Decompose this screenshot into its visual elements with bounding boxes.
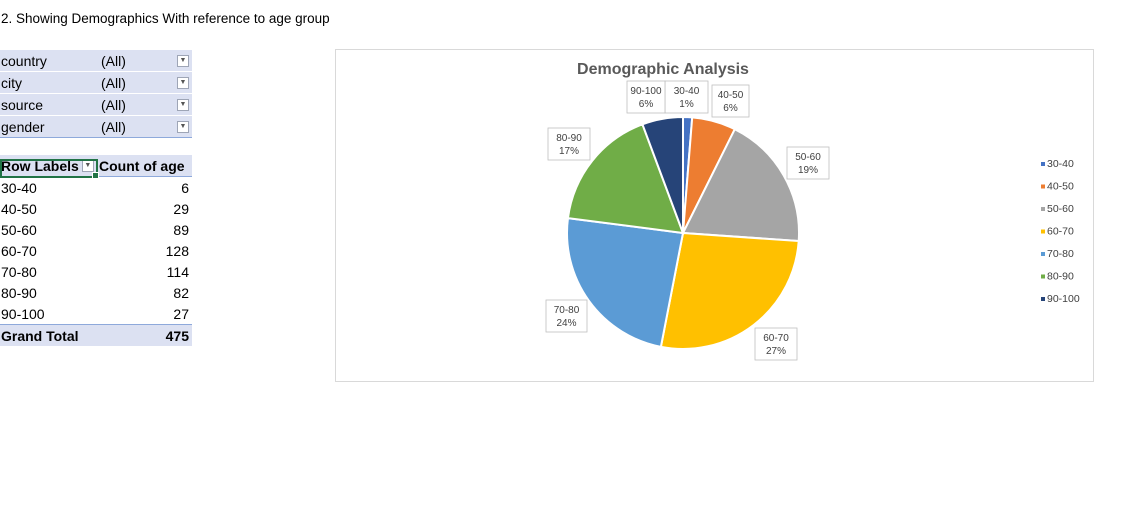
filter-value: (All) [101, 96, 126, 113]
row-labels-filter-button[interactable]: ▼ [81, 159, 94, 172]
chart-title: Demographic Analysis [577, 61, 749, 78]
data-label-category: 50-60 [795, 152, 821, 163]
data-label-box [711, 84, 750, 118]
legend-swatch-40-50 [1041, 184, 1045, 189]
data-label-box [545, 299, 588, 333]
data-label-category: 60-70 [763, 333, 789, 344]
filter-name: source [1, 96, 44, 113]
table-row[interactable]: 60-70 128 [0, 240, 192, 261]
pie-chart-svg: Demographic Analysis 30-40 1% 40-50 6% 50-60 1… [545, 61, 1080, 361]
row-label: 80-90 [1, 284, 37, 301]
row-label: 50-60 [1, 221, 37, 238]
chevron-down-icon: ▼ [179, 101, 187, 108]
count-header: Count of age [99, 157, 185, 174]
filter-country: country (All) ▼ [0, 50, 192, 72]
filter-name: gender [1, 118, 45, 135]
table-row[interactable]: 90-100 27 [0, 303, 192, 324]
data-label-box [786, 146, 830, 180]
table-row[interactable]: 40-50 29 [0, 198, 192, 219]
row-label: 70-80 [1, 263, 37, 280]
filter-dropdown-button[interactable]: ▼ [177, 98, 189, 111]
row-value: 29 [173, 200, 189, 217]
row-value: 89 [173, 221, 189, 238]
row-labels-header[interactable]: Row Labels ▼ [0, 157, 99, 179]
legend-swatch-80-90 [1041, 274, 1045, 279]
legend-label-30-40: 30-40 [1047, 158, 1074, 170]
data-label-percent: 1% [679, 99, 694, 110]
pie-slice-60-70 [659, 231, 800, 350]
row-value: 114 [166, 263, 189, 280]
legend-swatch-60-70 [1041, 229, 1045, 234]
row-label: 30-40 [1, 179, 37, 196]
filter-value: (All) [101, 74, 126, 91]
pie-slice-50-60 [681, 127, 800, 243]
sheet-heading: 2. Showing Demographics With reference t… [1, 11, 330, 26]
table-row[interactable]: 70-80 114 [0, 261, 192, 282]
row-value: 6 [181, 179, 189, 196]
legend-swatch-90-100 [1041, 297, 1045, 301]
table-row[interactable]: 50-60 89 [0, 219, 192, 240]
row-label: 40-50 [1, 200, 37, 217]
table-row[interactable]: 80-90 82 [0, 282, 192, 303]
pie-chart[interactable]: Demographic Analysis 30-40 1% 40-50 6% 50-60 1… [335, 49, 1094, 382]
data-label-box [664, 80, 709, 114]
chevron-down-icon: ▼ [179, 79, 187, 86]
legend-label-70-80: 70-80 [1047, 248, 1074, 260]
filter-dropdown-button[interactable]: ▼ [177, 76, 189, 89]
filter-dropdown-button[interactable]: ▼ [177, 54, 189, 67]
pie-slice-80-90 [566, 123, 685, 235]
data-label-category: 70-80 [554, 305, 580, 316]
data-label-category: 40-50 [718, 90, 744, 101]
grand-total-row[interactable]: Grand Total 475 [0, 324, 192, 346]
row-value: 82 [173, 284, 189, 301]
chevron-down-icon: ▼ [179, 123, 187, 130]
filter-name: city [1, 74, 22, 91]
legend-swatch-70-80 [1041, 252, 1045, 256]
legend-swatch-50-60 [1041, 207, 1045, 211]
filter-source: source (All) ▼ [0, 94, 192, 116]
grand-total-value: 475 [165, 327, 189, 344]
row-label: 90-100 [1, 305, 45, 322]
pivot-filters: country (All) ▼ city (All) ▼ source (All… [0, 50, 192, 138]
data-label-category: 80-90 [556, 133, 582, 144]
legend-swatch-30-40 [1041, 162, 1045, 166]
data-label-percent: 6% [723, 103, 738, 114]
table-row[interactable]: 30-40 6 [0, 177, 192, 198]
data-label-box [626, 80, 666, 114]
row-value: 27 [173, 305, 189, 322]
legend-label-40-50: 40-50 [1047, 181, 1074, 193]
legend-label-80-90: 80-90 [1047, 271, 1074, 283]
pivot-table: Row Labels ▼ Count of age 30-40 6 40-50 … [0, 155, 192, 346]
pie-slice-70-80 [566, 216, 685, 349]
data-label-box [547, 127, 591, 161]
row-label: 60-70 [1, 242, 37, 259]
data-label-category: 90-100 [630, 86, 662, 97]
filter-name: country [1, 52, 47, 69]
legend-label-50-60: 50-60 [1047, 203, 1074, 215]
data-label-percent: 6% [639, 99, 654, 110]
legend-label-90-100: 90-100 [1047, 293, 1080, 305]
grand-total-label: Grand Total [1, 327, 79, 344]
legend-label-60-70: 60-70 [1047, 226, 1074, 238]
pie-slice-90-100 [641, 115, 684, 234]
data-label-category: 30-40 [674, 86, 700, 97]
chevron-down-icon: ▼ [179, 57, 187, 64]
filter-value: (All) [101, 118, 126, 135]
row-value: 128 [165, 242, 189, 259]
data-label-percent: 19% [798, 165, 818, 176]
data-label-percent: 17% [559, 146, 579, 157]
row-labels-text: Row Labels [1, 157, 79, 174]
filter-dropdown-button[interactable]: ▼ [177, 120, 189, 133]
chevron-down-icon: ▼ [84, 162, 92, 169]
filter-gender: gender (All) ▼ [0, 116, 192, 138]
data-label-box [754, 327, 798, 361]
filter-city: city (All) ▼ [0, 72, 192, 94]
filter-value: (All) [101, 52, 126, 69]
data-label-percent: 27% [766, 346, 786, 357]
pivot-header: Row Labels ▼ Count of age [0, 155, 192, 179]
data-label-percent: 24% [556, 318, 576, 329]
